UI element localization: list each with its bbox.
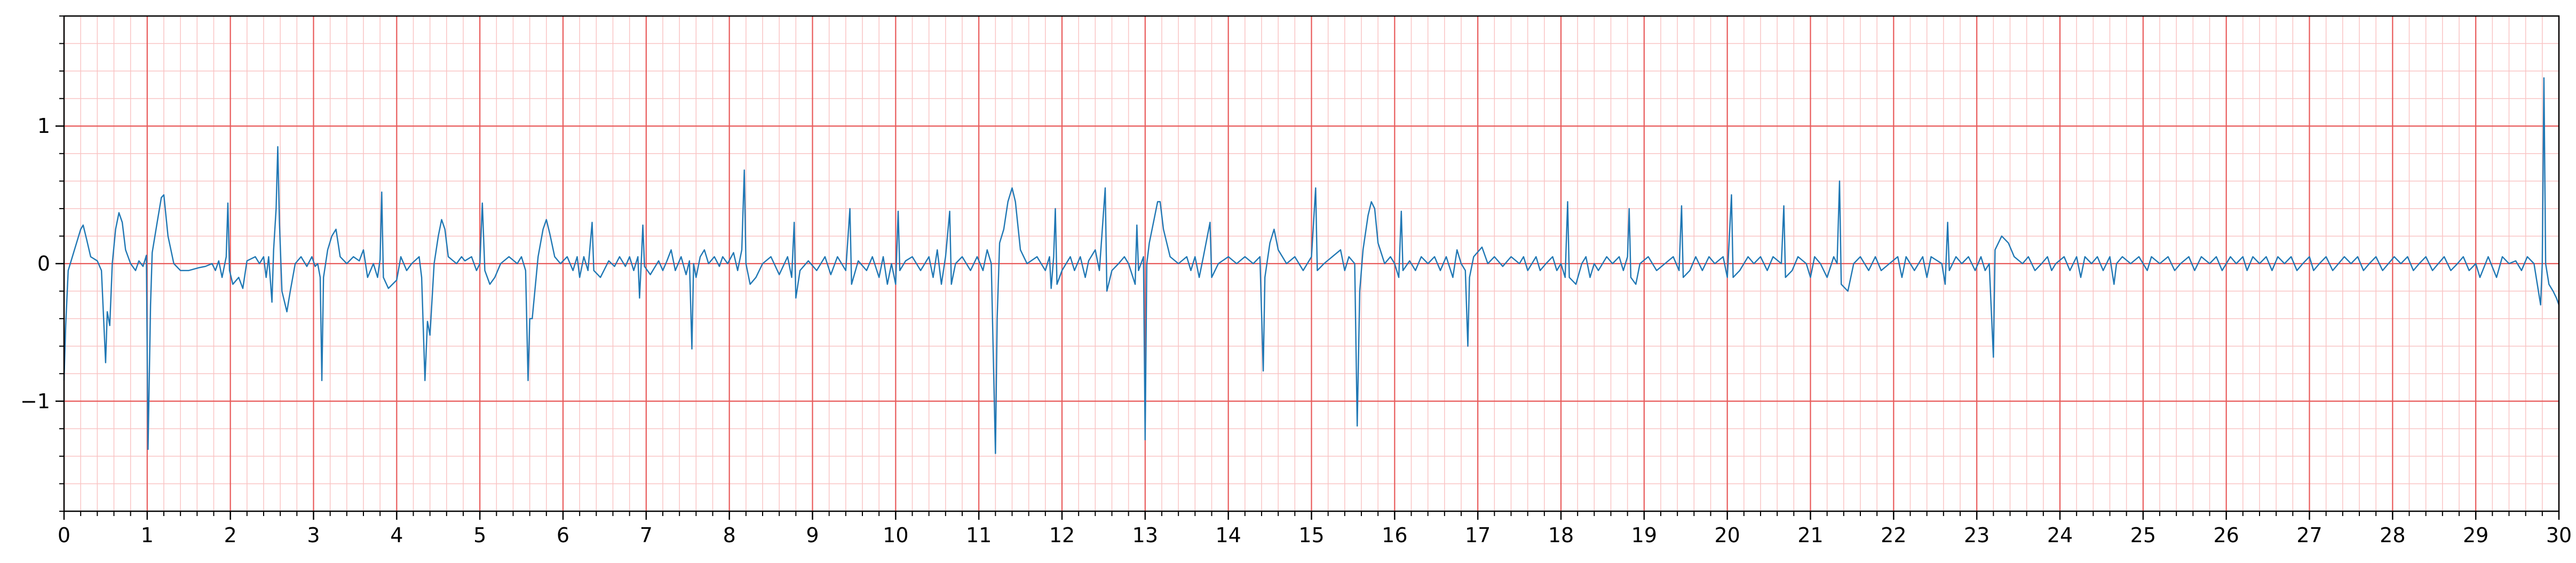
x-tick-label: 11 — [966, 524, 992, 547]
x-tick-label: 24 — [2047, 524, 2073, 547]
x-tick-label: 25 — [2130, 524, 2156, 547]
x-tick-label: 1 — [141, 524, 154, 547]
y-tick-label: −1 — [20, 390, 50, 413]
x-tick-label: 9 — [806, 524, 819, 547]
x-tick-label: 0 — [58, 524, 70, 547]
x-tick-label: 16 — [1382, 524, 1407, 547]
x-tick-label: 10 — [883, 524, 908, 547]
x-tick-label: 2 — [224, 524, 237, 547]
x-tick-label: 27 — [2296, 524, 2322, 547]
x-tick-label: 26 — [2213, 524, 2239, 547]
y-tick-label: 0 — [37, 252, 50, 275]
x-axis: 0 1 2 3 4 5 6 7 8 9 10 11 12 13 14 15 16 17 18 19 20 21 22 23 24… — [58, 511, 2572, 547]
x-tick-label: 6 — [557, 524, 569, 547]
x-tick-label: 29 — [2463, 524, 2488, 547]
x-tick-label: 4 — [390, 524, 403, 547]
x-tick-label: 5 — [473, 524, 486, 547]
plot-area — [63, 77, 2560, 454]
x-tick-label: 28 — [2380, 524, 2405, 547]
x-tick-label: 14 — [1215, 524, 1241, 547]
x-tick-label: 23 — [1964, 524, 1990, 547]
x-tick-label: 13 — [1132, 524, 1158, 547]
x-tick-label: 7 — [640, 524, 653, 547]
x-tick-label: 21 — [1797, 524, 1823, 547]
x-tick-label: 30 — [2546, 524, 2572, 547]
x-tick-label: 20 — [1714, 524, 1740, 547]
x-tick-label: 3 — [307, 524, 320, 547]
x-tick-label: 8 — [723, 524, 736, 547]
x-tick-label: 18 — [1548, 524, 1574, 547]
x-tick-label: 12 — [1049, 524, 1075, 547]
y-axis: −1 0 1 — [20, 15, 64, 512]
x-tick-label: 22 — [1881, 524, 1906, 547]
y-tick-label: 1 — [37, 114, 50, 138]
x-tick-label: 17 — [1465, 524, 1491, 547]
x-tick-label: 19 — [1631, 524, 1657, 547]
x-tick-label: 15 — [1298, 524, 1324, 547]
